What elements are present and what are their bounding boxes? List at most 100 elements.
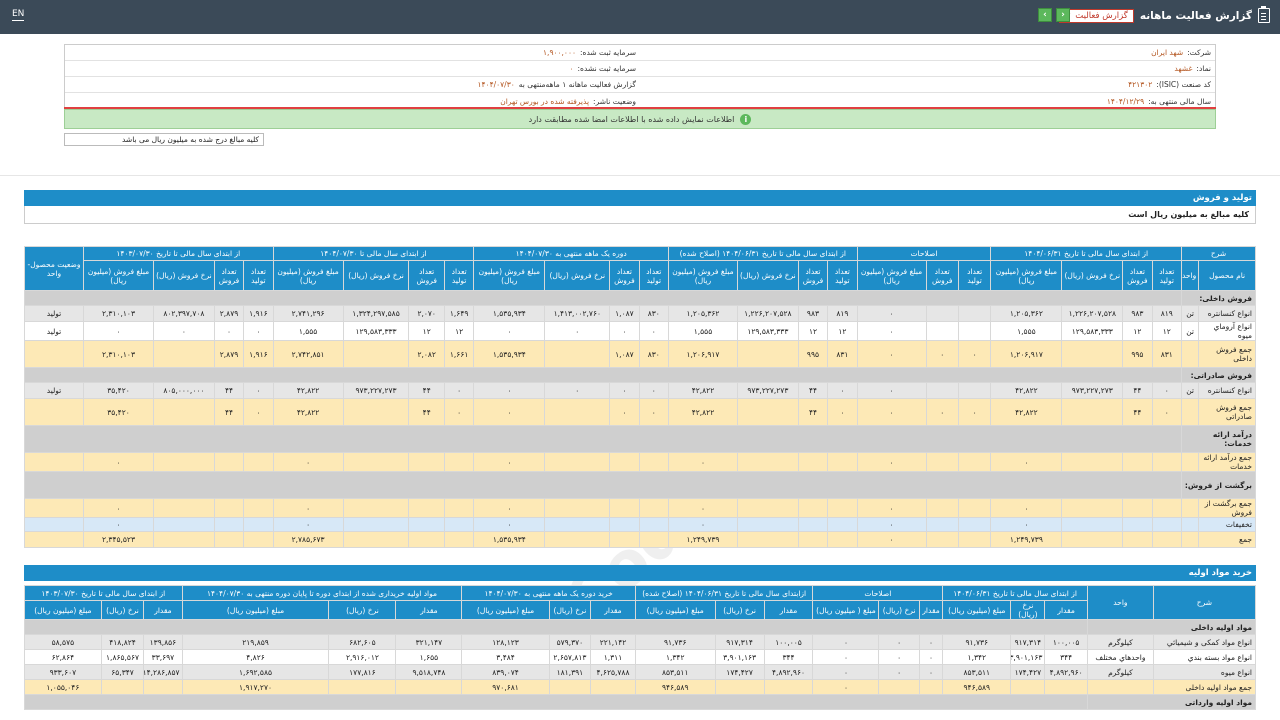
table-cell	[925, 498, 959, 518]
info-divider	[64, 107, 1216, 109]
table-cell: ۹۴۶,۵۸۹	[634, 679, 716, 695]
table-cell: ۸۳۱	[1151, 340, 1182, 368]
col-subheader: مقدار	[1044, 600, 1088, 620]
table-cell	[24, 498, 84, 518]
table-cell	[1122, 517, 1153, 532]
section-divider	[0, 175, 1280, 176]
table-cell	[213, 452, 245, 472]
col-subheader: نرخ (ریال)	[878, 600, 920, 620]
table-cell: ۱۲	[827, 321, 858, 341]
verification-notice-text: اطلاعات نمایش داده شده با اطلاعات امضا ش…	[528, 114, 735, 124]
table-cell	[736, 517, 799, 532]
table-cell	[152, 531, 215, 548]
category-label: مواد اولیه داخلی	[1086, 619, 1257, 635]
table-cell	[827, 498, 858, 518]
col-header-period: از ابتدای سال مالی تا تاریخ ۱۴۰۴/۰۶/۳۱	[942, 585, 1088, 601]
report-period-value: ۱۴۰۴/۰۷/۳۰	[477, 80, 515, 89]
table-cell: ۰	[243, 321, 274, 341]
col-subheader: نرخ فروش (ریال)	[152, 260, 215, 291]
table-cell	[925, 382, 959, 399]
table-cell: ۴۲,۸۲۲	[990, 382, 1063, 399]
table-cell: ۳۵,۴۲۰	[83, 398, 154, 426]
table-cell: ۱,۵۵۵	[668, 321, 738, 341]
table-cell	[1061, 340, 1124, 368]
table-cell: ۱,۲۲۶,۲۰۷,۵۲۸	[1061, 305, 1124, 322]
table-cell	[408, 517, 445, 532]
table-cell: ۲,۶۵۷,۸۱۳	[548, 649, 592, 665]
table-cell: ۰	[272, 498, 344, 518]
col-header-period: از ابتدای سال مالی تا تاریخ ۱۴۰۳/۰۷/۳۰	[24, 585, 183, 601]
table-cell	[797, 498, 829, 518]
table-cell	[925, 321, 959, 341]
table-cell: ۲۲۱,۱۴۲	[590, 634, 636, 650]
table-cell: ۶۸۲,۶۰۵	[328, 634, 397, 650]
table-cell	[544, 531, 611, 548]
table-cell: ۳۴۴	[763, 649, 814, 665]
table-cell: ۵۸,۵۷۵	[24, 634, 102, 650]
table-cell: ۱۷۷,۸۱۶	[328, 664, 397, 680]
table-cell: تن	[1180, 305, 1200, 322]
table-cell: ۲,۸۷۹	[213, 340, 245, 368]
table-cell	[152, 340, 215, 368]
table-cell	[548, 679, 592, 695]
table-row: جمع فروش صادراتی ۰ ۴۴ ۴۲,۸۲۲ ۰ ۰ ۰ ۰ ۴۴ ۴۲,۸۲۲ ۰ ۰ ۰…	[24, 398, 1256, 426]
table-cell: ۱۰۰,۰۰۵	[1044, 634, 1088, 650]
previous-report-button[interactable]: ‹	[1038, 8, 1052, 22]
table-cell	[342, 517, 410, 532]
table-cell	[609, 531, 640, 548]
col-subheader: مبلغ فروش (میلیون ریال)	[272, 260, 344, 291]
table-cell	[590, 679, 636, 695]
col-subheader: نرخ (ریال)	[714, 600, 765, 620]
raw-materials-table: شرح واحد از ابتدای سال مالی تا تاریخ ۱۴۰…	[24, 585, 1257, 710]
table-cell: ۰	[638, 382, 670, 399]
col-subheader: مبلغ فروش (میلیون ریال)	[83, 260, 154, 291]
symbol-value[interactable]: غشهد	[1174, 64, 1193, 73]
table-cell: ۱۰۰,۰۰۵	[763, 634, 814, 650]
row-label: جمع درآمد ارائه خدمات	[1198, 452, 1256, 472]
table-cell: ۱,۴۱۳,۰۰۲,۷۶۰	[544, 305, 611, 322]
col-subheader: مقدار	[395, 600, 463, 620]
report-type-select[interactable]: گزارش فعالیت ▼	[1058, 8, 1134, 23]
table-cell	[736, 498, 799, 518]
table-cell: ۲,۷۴۲,۸۵۱	[272, 340, 344, 368]
table-cell: ۲,۳۴۵,۵۲۳	[83, 531, 154, 548]
table-cell: ۰	[243, 398, 274, 426]
row-label: انواع میوه	[1152, 664, 1257, 680]
table-cell	[395, 679, 463, 695]
table-cell: ۰	[213, 321, 245, 341]
col-subheader: تعداد فروش	[797, 260, 829, 291]
table-row: انواع کنسانتره تن ۰ ۴۴ ۹۷۳,۲۲۷,۲۷۳ ۴۲,۸۲۲ ۰ ۰ ۴۴…	[24, 382, 1256, 399]
table-cell	[1180, 517, 1200, 532]
table-cell: ۰	[812, 679, 880, 695]
table-cell	[24, 452, 84, 472]
table-cell	[797, 531, 829, 548]
table-cell	[918, 679, 944, 695]
table-cell: ۰	[473, 517, 546, 532]
table-cell: ۹۷۳,۲۲۷,۲۷۳	[342, 382, 410, 399]
category-row: مواد اولیه داخلی	[24, 619, 1257, 635]
table-cell	[1061, 398, 1124, 426]
isic-value: ۴۲۱۳۰۲	[1128, 80, 1153, 89]
col-subheader: تعداد تولید	[243, 260, 274, 291]
table-row: انواع میوه کیلوگرم ۴,۸۹۲,۹۶۰ ۱۷۴,۴۲۷ ۸۵۳,۵۱۱…	[24, 664, 1257, 680]
col-subheader: نرخ (ریال)	[548, 600, 592, 620]
table-cell: ۴۱۸,۸۲۴	[100, 634, 145, 650]
next-report-button[interactable]: ›	[1056, 8, 1070, 22]
table-cell: ۱,۳۴۲	[942, 649, 1012, 665]
table-cell: ۱۴,۲۸۶,۸۵۷	[143, 664, 183, 680]
table-cell: ۱,۵۳۵,۹۳۴	[473, 340, 546, 368]
table-cell: ۰	[878, 634, 920, 650]
category-filler	[24, 425, 1182, 453]
row-label: انواع مواد کمکی و شیمیائي	[1152, 634, 1257, 650]
table-cell: ۴۲,۸۲۲	[272, 382, 344, 399]
capital-label: سرمایه ثبت شده:	[580, 48, 636, 57]
table-cell	[736, 398, 799, 426]
table-cell: تولید	[24, 382, 84, 399]
chevron-left-icon: ‹	[1043, 10, 1047, 20]
table-cell	[408, 452, 445, 472]
table-cell: ۱,۲۴۹,۷۳۹	[668, 531, 738, 548]
table-cell: ۰	[544, 321, 611, 341]
table-subheader-row: نام محصول واحد تعداد تولید تعداد فروش نرخ فر…	[25, 260, 1256, 291]
language-switch-link[interactable]: EN	[12, 9, 25, 21]
table-cell: ۹۷۳,۲۲۷,۲۷۳	[736, 382, 799, 399]
